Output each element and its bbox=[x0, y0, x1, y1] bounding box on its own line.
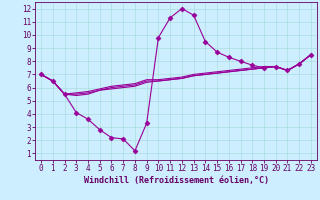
X-axis label: Windchill (Refroidissement éolien,°C): Windchill (Refroidissement éolien,°C) bbox=[84, 176, 268, 185]
